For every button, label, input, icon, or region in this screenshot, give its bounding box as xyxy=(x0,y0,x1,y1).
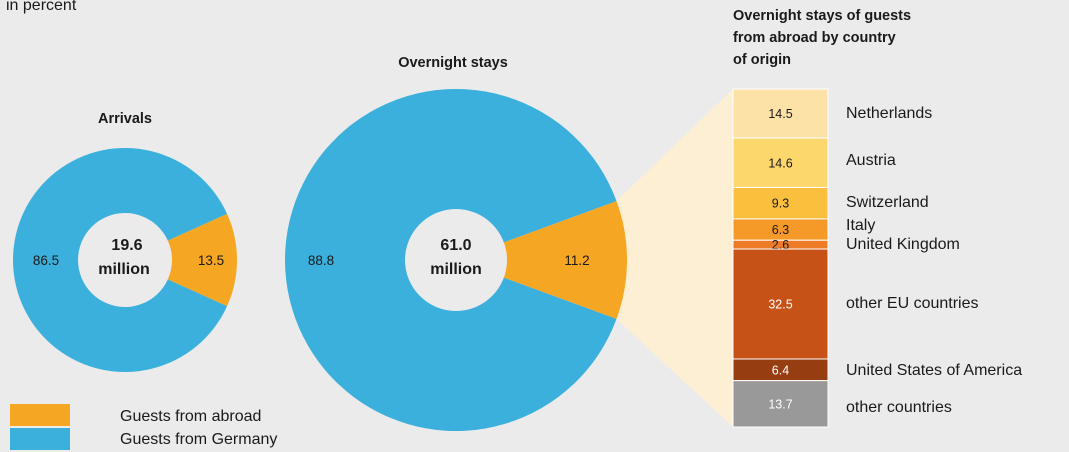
country-chart-title-line-1: Overnight stays of guests xyxy=(733,8,911,24)
overnight-stays-donut: 88.8 11.2 xyxy=(285,88,628,431)
bar-value-netherlands: 14.5 xyxy=(768,107,792,121)
bar-value-austria: 14.6 xyxy=(768,156,792,170)
arrivals-donut: 86.5 13.5 xyxy=(13,148,237,373)
overnight-stays-chart: Overnight stays 88.8 11.2 61.0 million xyxy=(285,55,733,431)
overnight-label-germany: 88.8 xyxy=(308,253,334,268)
arrivals-donut-hole xyxy=(78,213,172,307)
stacked-bar: 14.514.69.36.32.632.56.413.7NetherlandsA… xyxy=(732,88,1022,428)
country-label-switzerland: Switzerland xyxy=(846,194,929,211)
overnight-slice-abroad xyxy=(456,201,628,319)
country-label-netherlands: Netherlands xyxy=(846,105,932,122)
country-chart-title-line-3: of origin xyxy=(733,52,791,68)
country-label-other-eu-countries: other EU countries xyxy=(846,295,979,312)
bar-segment-switzerland xyxy=(732,186,829,220)
country-of-origin-chart: Overnight stays of guests from abroad by… xyxy=(732,8,1022,428)
arrivals-total-value: 19.6 xyxy=(111,237,142,254)
legend: Guests from abroad Guests from Germany xyxy=(10,404,277,450)
bar-value-united-states-of-america: 6.4 xyxy=(772,363,789,377)
legend-label-abroad: Guests from abroad xyxy=(120,408,261,425)
country-label-united-kingdom: United Kingdom xyxy=(846,236,960,253)
arrivals-slice-abroad xyxy=(125,213,237,307)
overnight-total-value: 61.0 xyxy=(440,237,471,254)
legend-swatch-abroad xyxy=(10,404,70,426)
overnight-total-unit: million xyxy=(430,261,482,278)
arrivals-total-unit: million xyxy=(98,261,150,278)
country-label-austria: Austria xyxy=(846,152,896,169)
overnight-stays-title: Overnight stays xyxy=(398,55,508,71)
overnight-label-abroad: 11.2 xyxy=(564,253,589,268)
connector-wedge xyxy=(616,89,733,427)
bar-value-other-countries: 13.7 xyxy=(768,397,792,411)
overnight-donut-hole xyxy=(405,209,507,311)
chart-subtitle: in percent xyxy=(6,0,77,14)
legend-swatch-germany xyxy=(10,428,70,450)
bar-segment-other-countries xyxy=(732,380,829,428)
country-chart-title-line-2: from abroad by country xyxy=(733,30,896,46)
arrivals-chart: Arrivals 86.5 13.5 19.6 million xyxy=(13,111,237,373)
country-label-united-states-of-america: United States of America xyxy=(846,362,1022,379)
country-label-italy: Italy xyxy=(846,217,875,234)
arrivals-label-abroad: 13.5 xyxy=(198,253,224,268)
legend-label-germany: Guests from Germany xyxy=(120,431,277,448)
arrivals-title: Arrivals xyxy=(98,111,152,127)
country-label-other-countries: other countries xyxy=(846,399,952,416)
bar-segment-netherlands xyxy=(732,88,829,139)
bar-value-italy: 6.3 xyxy=(772,223,789,237)
arrivals-label-germany: 86.5 xyxy=(33,253,59,268)
bar-value-other-eu-countries: 32.5 xyxy=(768,298,792,312)
bar-value-switzerland: 9.3 xyxy=(772,197,789,211)
